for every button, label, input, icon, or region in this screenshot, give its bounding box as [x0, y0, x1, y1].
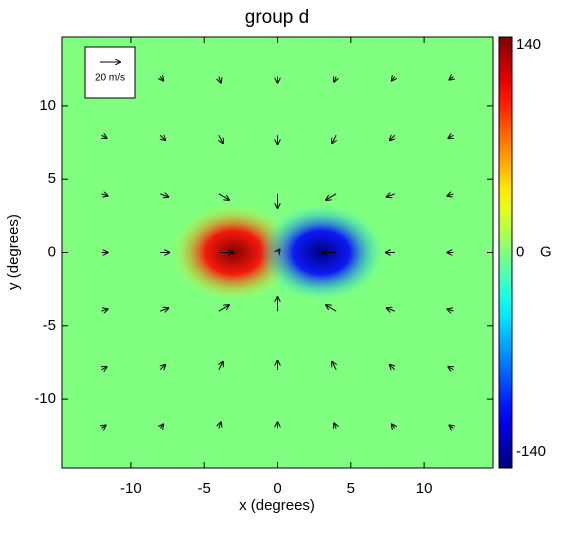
y-tick-label: 5 [48, 170, 56, 187]
y-tick-label: 10 [39, 97, 56, 114]
vector-arrow [160, 135, 165, 140]
vector-arrow [326, 305, 337, 312]
vector-arrow [160, 424, 163, 428]
chart-title: group d [245, 7, 309, 28]
vector-arrow [278, 250, 280, 253]
vector-arrow [101, 309, 108, 311]
vector-arrow [332, 134, 336, 143]
vector-arrow [387, 308, 395, 311]
vector-arrow [392, 424, 395, 428]
vector-arrow [449, 77, 453, 80]
x-tick-label: -5 [198, 480, 211, 497]
colorbar-tick-label: 0 [516, 243, 524, 260]
colorbar [498, 36, 513, 469]
vector-arrow [447, 194, 454, 196]
vector-arrow [334, 423, 336, 428]
vector-arrow [448, 367, 453, 370]
vector-arrow [218, 305, 229, 312]
vector-arrow [219, 76, 221, 83]
vector-arrow [102, 425, 106, 428]
x-tick-label: 5 [347, 480, 355, 497]
y-tick-label: -5 [43, 317, 56, 334]
vector-arrow [219, 422, 221, 429]
reference-label: 20 m/s [95, 73, 125, 84]
vector-arrow [332, 362, 336, 371]
vector-arrow [218, 193, 229, 200]
vector-arrow [160, 77, 163, 81]
vector-arrow [449, 425, 453, 428]
vector-arrow [102, 367, 107, 370]
vector-arrow [219, 134, 223, 143]
vector-arrow [326, 193, 337, 200]
vector-arrow [160, 365, 165, 370]
colorbar-tick-label: -140 [516, 443, 546, 460]
colorbar-label: G [540, 243, 552, 260]
y-tick-label: -10 [34, 390, 56, 407]
vector-arrow [334, 77, 336, 82]
vector-arrow [387, 194, 395, 197]
x-tick-label: 0 [273, 480, 281, 497]
colorbar-tick-label: 140 [516, 36, 541, 53]
vector-arrow [390, 135, 395, 140]
x-tick-label: 10 [416, 480, 433, 497]
vector-arrow [447, 309, 454, 311]
vector-arrow [219, 362, 223, 371]
vector-arrow [101, 194, 108, 196]
y-axis-label: y (degrees) [5, 214, 22, 290]
vector-arrow [160, 308, 168, 311]
x-axis-label: x (degrees) [239, 497, 315, 514]
plot-area [102, 77, 454, 429]
vector-arrow [392, 77, 395, 81]
vector-arrow [160, 194, 168, 197]
x-tick-label: -10 [120, 480, 142, 497]
reference-box [84, 46, 136, 99]
vector-arrow [390, 365, 395, 370]
vector-arrow [102, 135, 107, 138]
vector-arrow [448, 135, 453, 138]
y-tick-label: 0 [48, 243, 56, 260]
